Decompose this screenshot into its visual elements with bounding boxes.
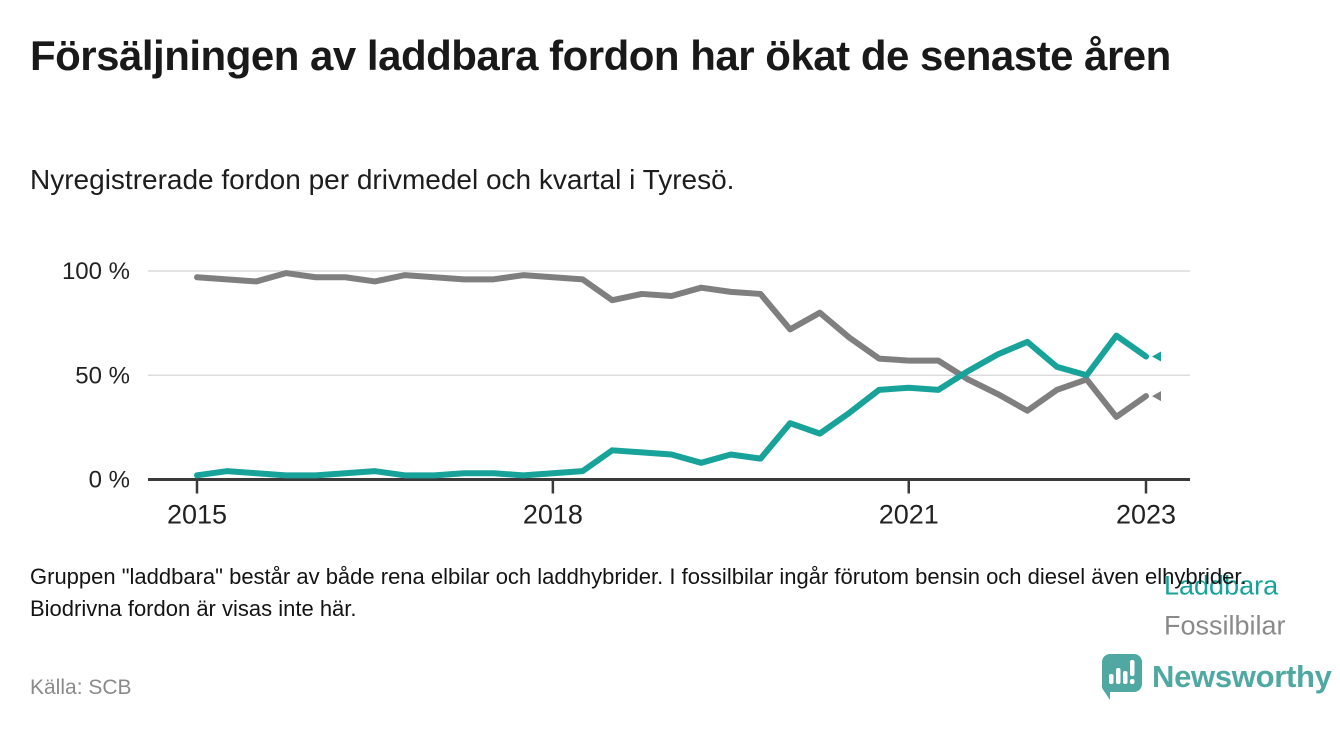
logo-bar-2 bbox=[1116, 668, 1121, 684]
series-line-laddbara bbox=[194, 332, 1149, 479]
y-tick-label-50: 50 % bbox=[75, 362, 130, 389]
line-chart: 2015 2018 2021 2023 100 % 50 % 0 % bbox=[62, 258, 1190, 530]
logo-bar-3 bbox=[1123, 671, 1128, 684]
x-tick-label-2018: 2018 bbox=[523, 500, 583, 530]
source-text: Källa: SCB bbox=[30, 676, 132, 699]
logo-bar-1 bbox=[1109, 674, 1114, 684]
legend-label-fossilbilar: Fossilbilar bbox=[1164, 610, 1286, 641]
end-arrow-fossilbilar bbox=[1152, 391, 1161, 402]
y-tick-label-0: 0 % bbox=[89, 467, 130, 494]
x-tick-label-2023: 2023 bbox=[1116, 500, 1176, 530]
legend-label-laddbara: Laddbara bbox=[1164, 570, 1279, 601]
brand-name: Newsworthy bbox=[1152, 659, 1332, 694]
logo-exclamation-bar bbox=[1130, 660, 1135, 676]
series-line-fossilbilar bbox=[194, 270, 1149, 420]
newsworthy-logo: Newsworthy bbox=[1100, 652, 1332, 702]
newsworthy-logo-icon bbox=[1101, 654, 1142, 700]
logo-exclamation-dot bbox=[1130, 679, 1135, 684]
logo-bubble bbox=[1101, 654, 1142, 700]
x-tick-label-2015: 2015 bbox=[167, 500, 227, 530]
y-tick-label-100: 100 % bbox=[62, 258, 130, 285]
page-subtitle: Nyregistrerade fordon per drivmedel och … bbox=[30, 164, 735, 195]
x-tick-label-2021: 2021 bbox=[879, 500, 939, 530]
chart-area: 2015 2018 2021 2023 100 % 50 % 0 % Laddbara Fo… bbox=[0, 230, 1340, 641]
end-arrow-laddbara bbox=[1152, 351, 1161, 362]
page-title: Försäljningen av laddbara fordon har öka… bbox=[30, 32, 1171, 79]
footnote: Gruppen "laddbara" består av både rena e… bbox=[30, 564, 1247, 621]
